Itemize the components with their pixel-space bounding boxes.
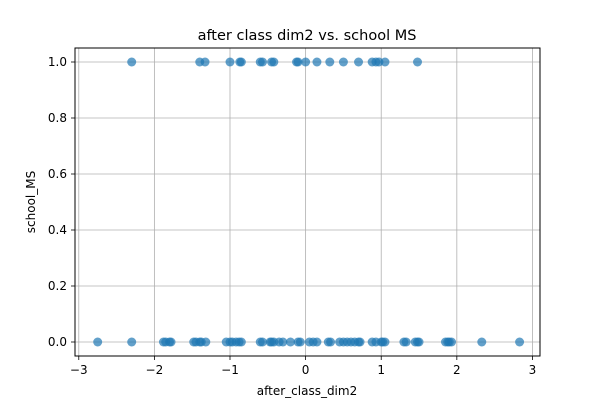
x-tick-label: −3 <box>70 363 88 377</box>
y-tick-label: 0.6 <box>48 167 67 181</box>
scatter-point <box>355 337 365 347</box>
scatter-point <box>285 337 295 347</box>
plot-frame <box>74 47 541 357</box>
scatter-point <box>293 57 303 67</box>
scatter-point <box>236 57 246 67</box>
scatter-point <box>413 57 423 67</box>
y-tick-label: 0.2 <box>48 279 67 293</box>
y-tick-label: 0.0 <box>48 335 67 349</box>
scatter-point <box>236 337 246 347</box>
scatter-point <box>258 57 268 67</box>
scatter-point <box>325 57 335 67</box>
x-axis-ticks: −3 −2 −1 0 1 2 3 <box>70 356 536 377</box>
x-tick-label: 0 <box>302 363 310 377</box>
chart-title: after class dim2 vs. school MS <box>198 28 417 44</box>
scatter-point <box>127 57 137 67</box>
scatter-point <box>380 57 390 67</box>
scatter-point <box>312 337 322 347</box>
scatter-point <box>447 337 457 347</box>
scatter-point <box>258 337 268 347</box>
scatter-point <box>201 337 211 347</box>
scatter-point <box>401 337 411 347</box>
scatter-point <box>338 57 348 67</box>
y-tick-label: 0.4 <box>48 223 67 237</box>
scatter-point <box>166 337 176 347</box>
x-tick-label: 3 <box>529 363 537 377</box>
scatter-point <box>354 57 364 67</box>
x-tick-label: 1 <box>377 363 385 377</box>
scatter-point <box>414 337 424 347</box>
x-tick-label: 2 <box>453 363 461 377</box>
x-axis-label: after_class_dim2 <box>257 384 357 398</box>
scatter-point <box>477 337 487 347</box>
y-tick-label: 1.0 <box>48 55 67 69</box>
scatter-point <box>278 337 288 347</box>
scatter-point <box>515 337 525 347</box>
y-tick-label: 0.8 <box>48 111 67 125</box>
scatter-point <box>225 57 235 67</box>
scatter-point <box>312 57 322 67</box>
scatter-point <box>326 337 336 347</box>
y-axis-label: school_MS <box>24 171 38 233</box>
scatter-point <box>301 57 311 67</box>
scatter-point <box>200 57 210 67</box>
scatter-point <box>269 57 279 67</box>
data-points <box>93 57 525 347</box>
x-tick-label: −1 <box>221 363 239 377</box>
x-tick-label: −2 <box>146 363 164 377</box>
scatter-point <box>127 337 137 347</box>
scatter-point <box>295 337 305 347</box>
scatter-point <box>93 337 103 347</box>
grid <box>75 48 540 356</box>
y-axis-ticks: 0.0 0.2 0.4 0.6 0.8 1.0 <box>48 55 75 349</box>
scatter-point <box>380 337 390 347</box>
